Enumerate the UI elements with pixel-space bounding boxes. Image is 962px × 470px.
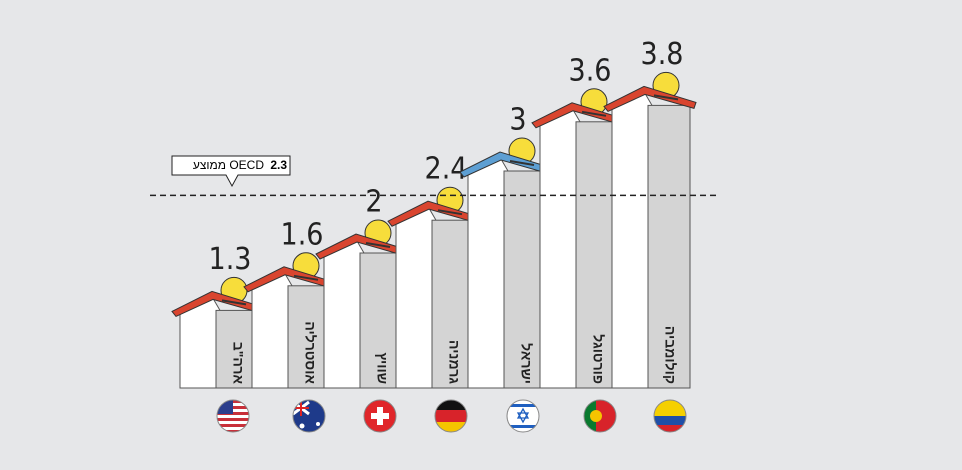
coin-slot — [437, 209, 463, 216]
flag-colombia — [654, 400, 686, 432]
house-front — [539, 109, 581, 389]
house: 3.6 פורטוגל — [531, 53, 625, 389]
house: 2 שוויץ — [315, 185, 409, 389]
house: 3 ישראל — [459, 103, 553, 389]
flag-germany — [435, 400, 467, 432]
flags — [216, 399, 687, 433]
value-label: 1.6 — [281, 217, 324, 252]
house-front — [467, 158, 509, 389]
coin-slot — [509, 160, 535, 166]
coin-slot — [221, 299, 247, 306]
flag-portugal — [584, 400, 616, 432]
house: 2.4 גרמניה — [387, 152, 481, 389]
reference-label: ממוצע OECD — [193, 158, 264, 172]
category-label: שוויץ — [374, 352, 390, 384]
value-label: 3.6 — [569, 53, 612, 88]
house: 3.8 קולומביה — [603, 37, 697, 389]
category-label: אוסטרליה — [302, 321, 318, 384]
bar — [287, 285, 331, 389]
value-label: 3.8 — [641, 37, 684, 72]
house-front — [395, 207, 437, 389]
category-label: פורטוגל — [590, 334, 606, 384]
category-label: ישראל — [518, 343, 534, 384]
house-front — [323, 240, 365, 389]
coin-slot — [365, 242, 391, 248]
flag-israel — [507, 400, 539, 432]
flag-switzerland — [364, 400, 396, 432]
reference-value: 2.3 — [270, 158, 287, 172]
value-label: 2.4 — [425, 152, 468, 187]
bar — [215, 309, 259, 389]
house-front — [251, 273, 293, 389]
coin-slot — [653, 94, 679, 101]
flag-australia — [293, 400, 325, 432]
houses: 1.3 ארה"ב 1.6 אוסטרליה 2 שוויץ 2.4 גרמניה 3 ישראל… — [171, 37, 697, 389]
bar — [575, 121, 619, 389]
house-front — [179, 297, 221, 389]
value-label: 2 — [365, 185, 382, 220]
house: 1.6 אוסטרליה — [243, 217, 337, 389]
category-label: קולומביה — [662, 326, 678, 384]
bar — [647, 104, 691, 389]
reference: 2.3 ממוצע OECD — [150, 155, 720, 197]
coin-slot — [293, 274, 319, 281]
value-label: 3 — [509, 103, 526, 138]
reference-callout — [171, 155, 291, 188]
coin-slot — [581, 110, 607, 117]
bar — [359, 252, 403, 389]
house: 1.3 ארה"ב — [171, 242, 265, 389]
bar — [503, 170, 547, 389]
value-label: 1.3 — [209, 242, 252, 277]
house-front — [611, 92, 653, 389]
category-label: ארה"ב — [230, 342, 246, 385]
category-label: גרמניה — [446, 340, 462, 384]
flag-usa — [217, 400, 249, 432]
bar — [431, 219, 475, 389]
